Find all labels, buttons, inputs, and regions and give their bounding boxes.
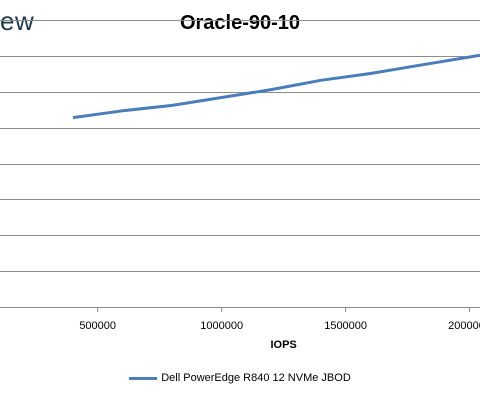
chart-title-text: Oracle-90-10 xyxy=(179,12,301,34)
chart-title: Oracle-90-10 xyxy=(0,12,480,35)
x-tick-label: 500000 xyxy=(79,320,116,332)
x-tick-labels: 500000 1000000 1500000 2000000 xyxy=(79,307,480,332)
legend-swatch xyxy=(129,376,158,380)
x-tick-label: 1500000 xyxy=(324,320,367,332)
legend: Dell PowerEdge R840 12 NVMe JBOD xyxy=(0,372,480,384)
gridlines xyxy=(0,20,480,308)
x-tick-label: 2000000 xyxy=(448,320,480,332)
x-tick-label: 1000000 xyxy=(200,320,243,332)
x-axis-title: IOPS xyxy=(270,339,296,351)
legend-label: Dell PowerEdge R840 12 NVMe JBOD xyxy=(161,372,351,384)
series-lines xyxy=(72,53,480,120)
series-line xyxy=(72,53,480,120)
